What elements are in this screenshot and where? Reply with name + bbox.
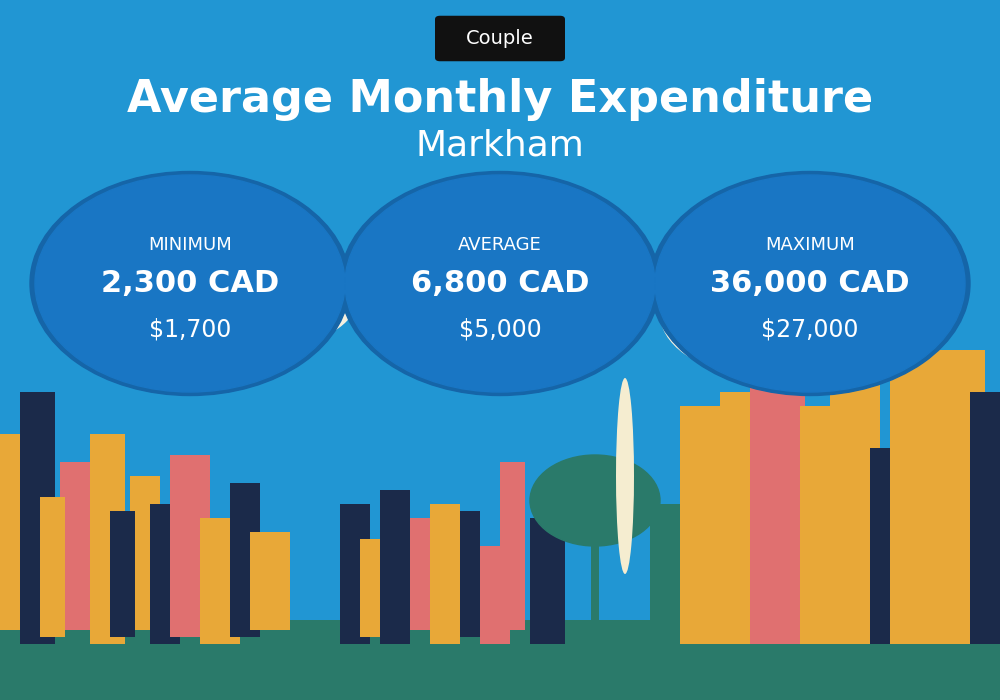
FancyBboxPatch shape bbox=[435, 15, 565, 62]
Bar bbox=[0, 434, 50, 630]
Bar bbox=[720, 392, 760, 644]
Text: AVERAGE: AVERAGE bbox=[458, 236, 542, 254]
Text: $1,700: $1,700 bbox=[149, 317, 231, 341]
Bar bbox=[750, 350, 805, 644]
Bar bbox=[930, 350, 985, 644]
Circle shape bbox=[345, 175, 655, 392]
Text: 🍁: 🍁 bbox=[493, 190, 507, 209]
Text: Couple: Couple bbox=[466, 29, 534, 48]
Bar bbox=[430, 504, 460, 644]
Text: MINIMUM: MINIMUM bbox=[148, 236, 232, 254]
Text: 36,000 CAD: 36,000 CAD bbox=[710, 269, 910, 298]
FancyBboxPatch shape bbox=[468, 180, 532, 218]
Bar bbox=[250, 532, 290, 630]
Bar bbox=[200, 518, 240, 644]
Bar bbox=[650, 504, 690, 644]
Circle shape bbox=[135, 248, 305, 368]
Bar bbox=[480, 546, 510, 644]
Text: Average Monthly Expenditure: Average Monthly Expenditure bbox=[127, 78, 873, 121]
Bar bbox=[410, 518, 435, 630]
Bar bbox=[40, 497, 65, 637]
Text: 6,800 CAD: 6,800 CAD bbox=[411, 269, 589, 298]
Bar bbox=[90, 434, 125, 644]
Bar bbox=[130, 476, 160, 630]
Text: $27,000: $27,000 bbox=[761, 317, 859, 341]
Bar bbox=[468, 180, 484, 218]
Bar bbox=[60, 462, 100, 630]
Circle shape bbox=[660, 252, 830, 371]
Circle shape bbox=[340, 172, 660, 396]
Text: 2,300 CAD: 2,300 CAD bbox=[101, 269, 279, 298]
Bar bbox=[530, 518, 565, 644]
Bar bbox=[20, 392, 55, 644]
Bar bbox=[970, 392, 1000, 644]
Bar bbox=[500, 462, 525, 630]
Bar bbox=[230, 483, 260, 637]
Text: $5,000: $5,000 bbox=[459, 317, 541, 341]
Bar bbox=[870, 448, 895, 644]
Ellipse shape bbox=[616, 378, 634, 574]
Bar bbox=[0, 620, 1000, 700]
Bar bbox=[340, 504, 370, 644]
Circle shape bbox=[35, 175, 345, 392]
Bar bbox=[170, 455, 210, 637]
Bar bbox=[110, 511, 135, 637]
Bar bbox=[516, 180, 532, 218]
Bar bbox=[800, 406, 840, 644]
Circle shape bbox=[222, 246, 358, 342]
Circle shape bbox=[752, 250, 888, 345]
Bar bbox=[591, 497, 599, 644]
Bar bbox=[460, 511, 480, 637]
Bar bbox=[360, 539, 385, 637]
Bar bbox=[380, 490, 410, 644]
Circle shape bbox=[30, 172, 350, 396]
Bar bbox=[680, 406, 730, 644]
Circle shape bbox=[530, 455, 660, 546]
Bar bbox=[890, 294, 940, 644]
Bar bbox=[150, 504, 180, 644]
Circle shape bbox=[655, 175, 965, 392]
Bar bbox=[830, 322, 880, 644]
Text: MAXIMUM: MAXIMUM bbox=[765, 236, 855, 254]
Text: Markham: Markham bbox=[416, 129, 584, 162]
Circle shape bbox=[650, 172, 970, 396]
